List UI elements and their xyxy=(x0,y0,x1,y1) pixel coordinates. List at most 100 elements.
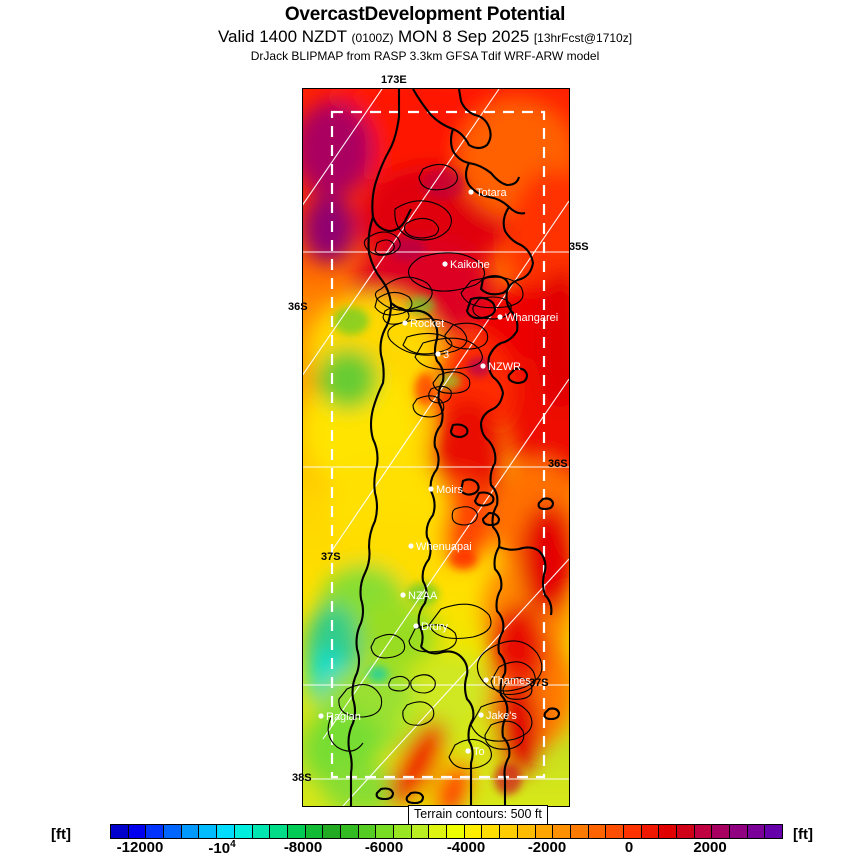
terrain-contour-legend-text: Terrain contours: 500 ft xyxy=(414,807,542,821)
colorbar-segment-37 xyxy=(765,825,783,838)
geo-label-36s-3: 36S xyxy=(548,458,568,470)
station-thames[interactable]: Thames xyxy=(483,675,531,687)
colorbar-tick-2: -8000 xyxy=(283,839,323,856)
colorbar-segment-31 xyxy=(659,825,677,838)
valid-utc-time: (0100Z) xyxy=(351,31,394,45)
station-drury[interactable]: Drury xyxy=(413,621,448,633)
station-whenuapai[interactable]: Whenuapai xyxy=(408,541,472,553)
colorbar-segment-28 xyxy=(606,825,624,838)
station-dot xyxy=(413,623,419,629)
geo-label-35s-1: 35S xyxy=(569,241,589,253)
valid-date: MON 8 Sep 2025 xyxy=(398,27,530,46)
station-label: NZAA xyxy=(408,590,438,602)
colorbar-segment-32 xyxy=(677,825,695,838)
geo-label-173e-0: 173E xyxy=(381,74,407,86)
geo-label-37s-5: 37S xyxy=(529,677,549,689)
colorbar-strip xyxy=(110,824,783,839)
colorbar-segment-30 xyxy=(641,825,660,838)
station-label: NZWR xyxy=(488,361,521,373)
station-raglan[interactable]: Raglan xyxy=(318,711,361,723)
colorbar-segment-16 xyxy=(394,825,412,838)
station-label: To xyxy=(473,746,485,758)
geo-label-36s-2: 36S xyxy=(288,301,308,313)
station-kaikohe[interactable]: Kaikohe xyxy=(442,259,490,271)
colorbar-unit-left: [ft] xyxy=(51,826,71,843)
colorbar-tick-4: -4000 xyxy=(446,839,486,856)
valid-time-line: Valid 1400 NZDT (0100Z) MON 8 Sep 2025 [… xyxy=(0,27,850,48)
colorbar-segment-1 xyxy=(128,825,147,838)
station-nzaa[interactable]: NZAA xyxy=(400,590,438,602)
colorbar-segment-9 xyxy=(270,825,288,838)
station-jake-s[interactable]: Jake's xyxy=(478,710,517,722)
colorbar-segment-3 xyxy=(164,825,182,838)
station-label: Thames xyxy=(491,675,531,687)
station-dot xyxy=(402,320,408,326)
weather-map[interactable]: Totara Kaikohe 3 Rocket Whangarei NZWR Moirs Wh… xyxy=(302,88,570,807)
colorbar-segment-17 xyxy=(411,825,430,838)
station-label: Drury xyxy=(421,621,448,633)
station-dot xyxy=(318,713,324,719)
colorbar-segment-2 xyxy=(146,825,165,838)
colorbar-segment-36 xyxy=(747,825,766,838)
colorbar-tick-0: -12000 xyxy=(116,839,164,856)
geo-label-38s-6: 38S xyxy=(292,772,312,784)
forecast-hour-tag: [13hrFcst@1710z] xyxy=(533,31,633,45)
station-dot xyxy=(480,363,486,369)
colorbar-segment-5 xyxy=(199,825,218,838)
colorbar-segment-11 xyxy=(305,825,324,838)
station-label: Kaikohe xyxy=(450,259,490,271)
colorbar-segment-22 xyxy=(500,825,518,838)
station-whangarei[interactable]: Whangarei xyxy=(497,312,558,324)
colorbar-tick-5: -2000 xyxy=(527,839,567,856)
colorbar-segment-27 xyxy=(588,825,607,838)
station-label: 3 xyxy=(443,349,449,361)
colorbar-segment-35 xyxy=(730,825,748,838)
colorbar-segment-26 xyxy=(570,825,589,838)
station-dot xyxy=(442,261,448,267)
colorbar-segment-19 xyxy=(447,825,465,838)
colorbar-tick-3: -6000 xyxy=(364,839,404,856)
valid-local-time: Valid 1400 NZDT xyxy=(217,27,348,46)
colorbar-segment-25 xyxy=(553,825,571,838)
station-dot xyxy=(468,189,474,195)
colorbar-segment-14 xyxy=(358,825,377,838)
station-3[interactable]: 3 xyxy=(435,349,449,361)
station-dot xyxy=(400,592,406,598)
colorbar-segment-20 xyxy=(464,825,483,838)
station-dot xyxy=(465,748,471,754)
colorbar-unit-right: [ft] xyxy=(793,826,813,843)
station-label: Moirs xyxy=(436,484,463,496)
colorbar-segment-12 xyxy=(323,825,341,838)
colorbar-segment-24 xyxy=(535,825,554,838)
map-raster-canvas: Totara Kaikohe 3 Rocket Whangarei NZWR Moirs Wh… xyxy=(303,89,569,806)
colorbar-segment-23 xyxy=(517,825,536,838)
station-label: Raglan xyxy=(326,711,361,723)
station-dot xyxy=(428,486,434,492)
colorbar-segment-15 xyxy=(376,825,394,838)
colorbar-segment-4 xyxy=(181,825,200,838)
station-to[interactable]: To xyxy=(465,746,485,758)
station-moirs[interactable]: Moirs xyxy=(428,484,463,496)
station-label: Totara xyxy=(476,187,507,199)
colorbar-tick-6: 0 xyxy=(624,839,634,856)
station-marker-group: Totara Kaikohe 3 Rocket Whangarei NZWR Moirs Wh… xyxy=(318,187,558,758)
model-source-line: DrJack BLIPMAP from RASP 3.3km GFSA Tdif… xyxy=(250,49,600,63)
station-label: Jake's xyxy=(486,710,517,722)
station-rocket[interactable]: Rocket xyxy=(402,318,444,330)
station-dot xyxy=(478,712,484,718)
geo-label-37s-4: 37S xyxy=(321,551,341,563)
colorbar-tick-7: 2000 xyxy=(693,839,727,856)
colorbar-segment-7 xyxy=(234,825,253,838)
station-label: Whangarei xyxy=(505,312,558,324)
colorbar-segment-29 xyxy=(623,825,642,838)
colorbar-segment-34 xyxy=(712,825,731,838)
colorbar-segment-18 xyxy=(429,825,448,838)
title-block: OvercastDevelopment Potential Valid 1400… xyxy=(0,0,850,64)
station-label: Rocket xyxy=(410,318,444,330)
station-nzwr[interactable]: NZWR xyxy=(480,361,521,373)
station-dot xyxy=(435,351,441,357)
colorbar-segment-6 xyxy=(217,825,235,838)
colorbar-segment-21 xyxy=(482,825,501,838)
station-totara[interactable]: Totara xyxy=(468,187,507,199)
colorbar-segment-8 xyxy=(252,825,271,838)
